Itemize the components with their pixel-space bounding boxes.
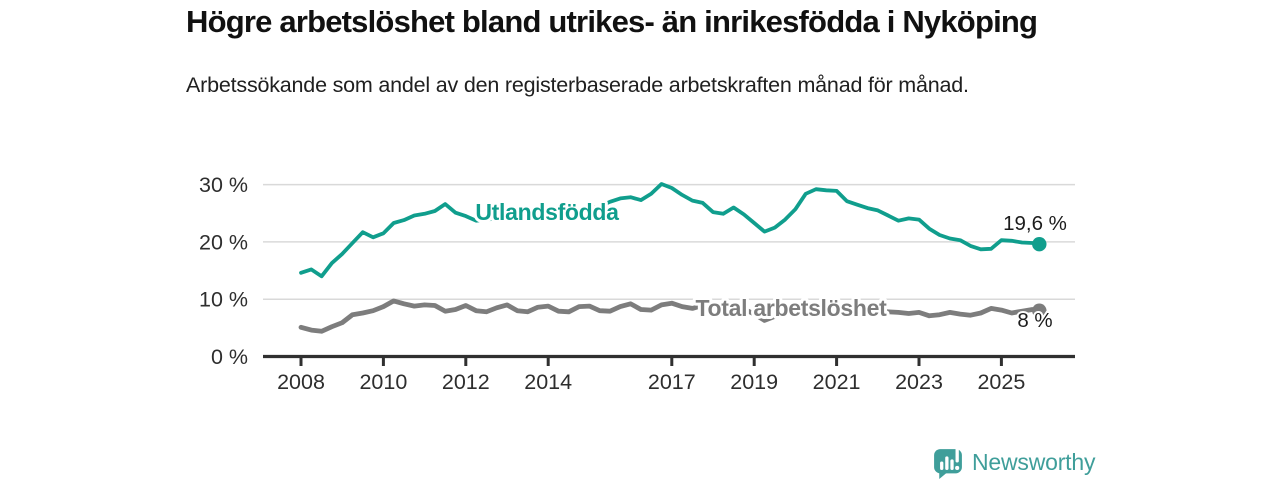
- chart-title: Högre arbetslöshet bland utrikes- än inr…: [186, 4, 1038, 39]
- series-end-dot-1: [1032, 303, 1047, 318]
- series-end-value-label-1: 8 %: [1017, 309, 1052, 332]
- x-axis-label-2014: 2014: [524, 370, 572, 394]
- series-line-0: [299, 182, 1042, 279]
- x-axis-label-2023: 2023: [895, 370, 943, 394]
- x-axis-label-2025: 2025: [977, 370, 1025, 394]
- x-axis-label-2008: 2008: [277, 370, 325, 394]
- brand-name: Newsworthy: [972, 448, 1096, 475]
- brand-footer: Newsworthy: [933, 444, 1095, 480]
- series-end-value-label-0: 19,6 %: [1003, 212, 1067, 235]
- y-axis-label-0: 0 %: [211, 345, 248, 369]
- x-axis-label-2019: 2019: [730, 370, 778, 394]
- x-axis-label-2017: 2017: [648, 370, 696, 394]
- series-line-1: [298, 298, 1042, 334]
- y-axis-label-10: 10 %: [199, 288, 248, 312]
- series-label-0: Utlandsfödda: [475, 199, 619, 225]
- newsworthy-logo-icon: [934, 445, 962, 479]
- x-axis-label-2021: 2021: [813, 370, 861, 394]
- series-end-dot-0: [1032, 236, 1047, 252]
- x-axis-label-2012: 2012: [442, 370, 490, 394]
- series-label-1: Total arbetslöshet: [696, 295, 888, 321]
- y-axis-label-20: 20 %: [199, 230, 248, 254]
- chart-subtitle: Arbetssökande som andel av den registerb…: [186, 73, 969, 97]
- y-axis-label-30: 30 %: [199, 173, 248, 197]
- x-axis-label-2010: 2010: [359, 370, 407, 394]
